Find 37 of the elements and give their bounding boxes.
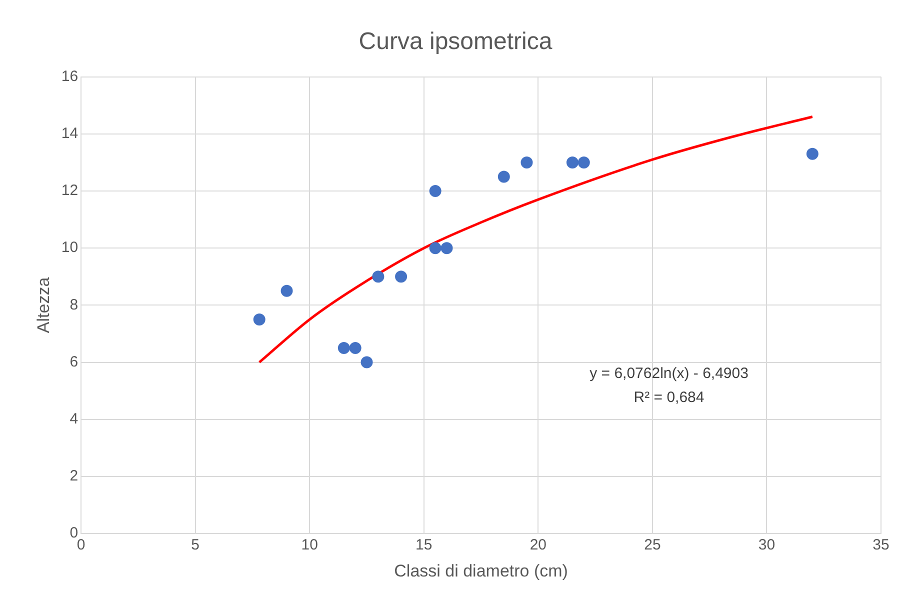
y-tick-label: 6 <box>70 353 78 370</box>
x-tick-label: 20 <box>530 536 547 554</box>
point <box>429 185 442 197</box>
point <box>520 156 533 168</box>
point <box>566 156 578 168</box>
x-tick-label: 5 <box>191 536 200 554</box>
x-axis-title: Classi di diametro (cm) <box>394 561 568 580</box>
y-tick-label: 4 <box>70 410 78 428</box>
y-tick-label: 0 <box>70 524 78 542</box>
point <box>253 313 266 326</box>
x-tick-label: 30 <box>758 536 776 554</box>
y-tick-label: 8 <box>70 296 78 314</box>
chart-title: Curva ipsometrica <box>358 28 553 56</box>
y-tick-label: 2 <box>70 468 78 485</box>
y-tick-label: 14 <box>61 125 78 142</box>
point <box>360 356 373 368</box>
point <box>349 342 362 354</box>
y-tick-label: 10 <box>61 239 78 256</box>
y-tick-label: 16 <box>61 68 78 85</box>
point <box>395 270 408 283</box>
annotation: y = 6,0762ln(x) - 6,4903 <box>590 364 748 382</box>
point <box>280 284 293 297</box>
annotation: R² = 0,684 <box>634 388 704 406</box>
line-series <box>258 116 814 364</box>
y-axis-title: Altezza <box>34 276 53 334</box>
x-tick-label: 15 <box>416 536 432 554</box>
point <box>498 170 510 183</box>
point <box>338 342 350 354</box>
point <box>578 156 590 168</box>
y-tick-label: 12 <box>61 182 78 200</box>
x-tick-label: 25 <box>644 536 661 554</box>
x-tick-label: 10 <box>301 536 318 554</box>
point <box>806 148 818 160</box>
point <box>440 242 453 254</box>
x-tick-label: 35 <box>872 536 890 554</box>
point <box>372 270 384 283</box>
point <box>429 242 442 254</box>
